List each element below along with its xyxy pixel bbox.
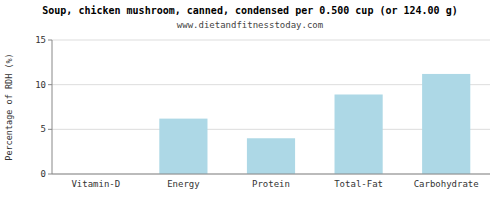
x-tick-label: Total-Fat [334,179,383,189]
bar [422,74,470,174]
x-tick-label: Energy [167,179,200,189]
title: Soup, chicken mushroom, canned, condense… [42,5,457,16]
y-axis-label: Percentage of RDH (%) [4,53,14,160]
y-tick [48,129,52,130]
bar [335,94,383,174]
y-tick-label: 5 [41,124,46,134]
y-axis-line [52,40,53,174]
y-tick [48,40,52,41]
chart-container: Soup, chicken mushroom, canned, condense… [0,0,500,200]
y-axis: 0 5 10 15 [35,35,490,179]
y-tick-label: 10 [35,80,46,90]
chart-svg: Soup, chicken mushroom, canned, condense… [0,0,500,200]
bars [159,74,470,174]
y-tick-label: 0 [41,169,46,179]
bar [159,119,207,174]
bar [247,138,295,174]
x-tick-label: Protein [252,179,290,189]
x-tick-label: Carbohydrate [414,179,479,189]
x-tick-label: Vitamin-D [71,179,120,189]
grid-line [52,40,490,41]
y-tick [48,174,52,175]
grid-line [52,174,490,175]
y-tick [48,84,52,85]
x-axis-line [52,174,490,175]
y-tick-label: 15 [35,35,46,45]
x-axis: Vitamin-D Energy Protein Total-Fat Carbohydr… [52,40,490,189]
subtitle: www.dietandfitnesstoday.com [177,20,323,30]
